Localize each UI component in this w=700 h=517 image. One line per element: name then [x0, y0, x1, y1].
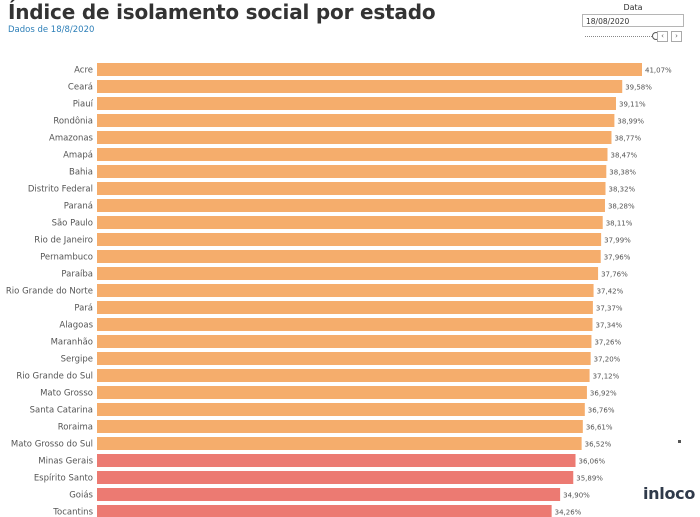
category-label: Espírito Santo	[34, 474, 93, 484]
chevron-left-icon[interactable]: ‹	[657, 31, 668, 42]
value-label: 38,28%	[608, 203, 635, 211]
bar-14[interactable]	[97, 301, 593, 314]
value-label: 36,92%	[590, 390, 617, 398]
value-label: 36,06%	[579, 458, 606, 466]
category-label: Rondônia	[53, 116, 93, 127]
chart-title: Índice de isolamento social por estado	[8, 0, 436, 24]
date-filter-label: Data	[623, 3, 643, 12]
category-label: Alagoas	[59, 321, 93, 331]
category-label: Distrito Federal	[28, 185, 93, 195]
chevron-right-icon[interactable]: ›	[671, 31, 682, 42]
bar-13[interactable]	[97, 284, 594, 297]
value-label: 38,47%	[610, 152, 637, 160]
bar-19[interactable]	[97, 386, 587, 399]
bar-9[interactable]	[97, 216, 603, 229]
value-label: 37,96%	[604, 254, 631, 262]
category-label: Amazonas	[49, 134, 94, 144]
category-label: Sergipe	[61, 355, 93, 365]
bar-17[interactable]	[97, 352, 591, 365]
bar-0[interactable]	[97, 63, 642, 76]
category-label: Tocantins	[52, 508, 93, 517]
category-label: Santa Catarina	[30, 406, 93, 416]
slider-track	[585, 36, 654, 37]
bar-12[interactable]	[97, 267, 599, 280]
value-label: 41,07%	[645, 67, 672, 75]
bar-24[interactable]	[97, 471, 574, 484]
value-label: 38,38%	[609, 169, 636, 177]
category-label: Roraima	[58, 423, 93, 433]
category-label: Goiás	[69, 491, 93, 501]
date-slider[interactable]: ‹ ›	[582, 31, 684, 43]
category-label: Rio Grande do Sul	[16, 372, 93, 382]
value-label: 37,20%	[594, 356, 621, 364]
category-label: Minas Gerais	[38, 457, 93, 467]
value-label: 37,34%	[596, 322, 623, 330]
category-label: Amapá	[63, 151, 93, 161]
bar-7[interactable]	[97, 182, 606, 195]
category-label: São Paulo	[52, 219, 93, 229]
value-label: 39,58%	[625, 84, 652, 92]
value-label: 36,61%	[586, 424, 613, 432]
bar-6[interactable]	[97, 165, 607, 178]
bar-21[interactable]	[97, 420, 583, 433]
bar-22[interactable]	[97, 437, 582, 450]
category-label: Pernambuco	[40, 253, 93, 263]
category-label: Ceará	[68, 83, 93, 93]
bar-26[interactable]	[97, 505, 552, 517]
inloco-logo: inloco	[643, 484, 696, 503]
category-label: Paraná	[64, 202, 93, 212]
bar-8[interactable]	[97, 199, 605, 212]
value-label: 37,42%	[597, 288, 624, 296]
bar-11[interactable]	[97, 250, 601, 263]
value-label: 35,89%	[576, 475, 603, 483]
category-label: Mato Grosso	[40, 389, 93, 399]
bar-10[interactable]	[97, 233, 602, 246]
value-label: 39,11%	[619, 101, 646, 109]
value-label: 38,99%	[617, 118, 644, 126]
bar-16[interactable]	[97, 335, 592, 348]
category-label: Bahia	[69, 168, 93, 178]
chart-subtitle: Dados de 18/8/2020	[8, 25, 95, 35]
category-label: Paraíba	[61, 270, 93, 280]
value-label: 34,26%	[555, 509, 582, 517]
value-label: 37,99%	[604, 237, 631, 245]
date-filter: Data 18/08/2020 ‹ ›	[582, 3, 684, 43]
value-label: 38,32%	[609, 186, 636, 194]
bar-4[interactable]	[97, 131, 612, 144]
bar-1[interactable]	[97, 80, 623, 93]
bar-2[interactable]	[97, 97, 616, 110]
value-label: 36,76%	[588, 407, 615, 415]
value-label: 37,76%	[601, 271, 628, 279]
category-label: Rio Grande do Norte	[6, 287, 93, 297]
value-label: 38,11%	[606, 220, 633, 228]
value-label: 36,52%	[585, 441, 612, 449]
value-label: 38,77%	[614, 135, 641, 143]
bar-25[interactable]	[97, 488, 561, 501]
value-label: 37,12%	[593, 373, 620, 381]
bar-23[interactable]	[97, 454, 576, 467]
bar-18[interactable]	[97, 369, 590, 382]
category-label: Pará	[74, 304, 93, 314]
category-label: Acre	[74, 66, 93, 76]
value-label: 34,90%	[563, 492, 590, 500]
date-input[interactable]: 18/08/2020	[582, 14, 684, 27]
value-label: 37,26%	[594, 339, 621, 347]
scroll-marker	[678, 440, 681, 443]
category-label: Mato Grosso do Sul	[11, 440, 93, 450]
bar-3[interactable]	[97, 114, 615, 127]
category-label: Rio de Janeiro	[34, 236, 93, 246]
category-label: Piauí	[73, 100, 94, 110]
category-label: Maranhão	[51, 338, 93, 348]
bar-15[interactable]	[97, 318, 593, 331]
bar-5[interactable]	[97, 148, 608, 161]
value-label: 37,37%	[596, 305, 623, 313]
bar-20[interactable]	[97, 403, 585, 416]
